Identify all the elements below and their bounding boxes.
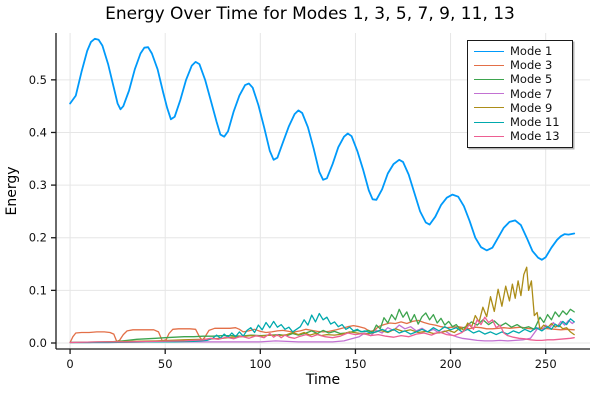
- y-tick-label: 0.5: [29, 73, 47, 87]
- legend-entry: Mode 11: [468, 115, 572, 129]
- y-axis-label: Energy: [4, 166, 20, 216]
- series-line-mode-3: [69, 319, 575, 344]
- legend-line-swatch: [474, 50, 504, 52]
- x-tick-label: 50: [158, 357, 173, 371]
- legend-line-swatch: [474, 93, 504, 95]
- legend-entry: Mode 5: [468, 72, 572, 86]
- y-tick-label: 0.3: [29, 178, 47, 192]
- legend-line-swatch: [474, 78, 504, 80]
- legend-entry: Mode 13: [468, 129, 572, 143]
- x-tick-label: 100: [249, 357, 271, 371]
- legend: Mode 1 Mode 3 Mode 5 Mode 7 Mode 9 Mode 11 Mod…: [467, 40, 573, 149]
- y-tick-label: 0.0: [29, 336, 47, 350]
- series-line-mode-13: [69, 316, 575, 344]
- legend-label: Mode 1: [510, 44, 553, 59]
- legend-label: Mode 7: [510, 86, 553, 101]
- x-tick-label: 0: [66, 357, 73, 371]
- legend-line-swatch: [474, 64, 504, 66]
- chart-title: Energy Over Time for Modes 1, 3, 5, 7, 9…: [105, 4, 515, 24]
- legend-line-swatch: [474, 135, 504, 137]
- legend-label: Mode 5: [510, 72, 553, 87]
- x-axis-label: Time: [305, 372, 341, 388]
- legend-entry: Mode 9: [468, 101, 572, 115]
- series-line-mode-5: [69, 308, 575, 344]
- legend-label: Mode 3: [510, 58, 553, 73]
- series-line-mode-11: [69, 312, 575, 344]
- y-tick-label: 0.4: [29, 125, 47, 139]
- series-line-mode-1: [69, 37, 576, 261]
- legend-label: Mode 13: [510, 129, 560, 144]
- legend-entry: Mode 1: [468, 44, 572, 58]
- legend-label: Mode 11: [510, 115, 560, 130]
- y-tick-label: 0.1: [29, 283, 47, 297]
- y-tick-label: 0.2: [29, 231, 47, 245]
- legend-line-swatch: [474, 121, 504, 123]
- legend-entry: Mode 7: [468, 87, 572, 101]
- x-tick-label: 150: [344, 357, 366, 371]
- legend-entry: Mode 3: [468, 58, 572, 72]
- x-tick-label: 200: [440, 357, 462, 371]
- legend-label: Mode 9: [510, 100, 553, 115]
- legend-line-swatch: [474, 107, 504, 109]
- x-tick-label: 250: [535, 357, 557, 371]
